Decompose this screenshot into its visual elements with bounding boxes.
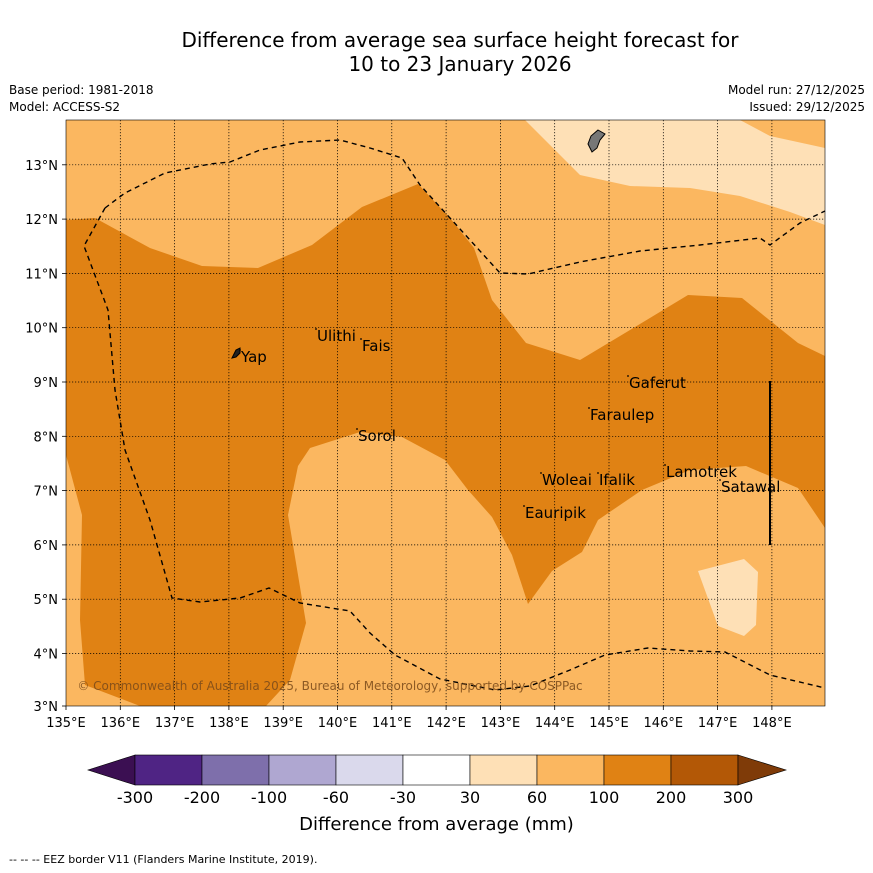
lon-label: 147°E xyxy=(698,716,738,731)
lon-label: 141°E xyxy=(372,716,412,731)
colorbar-tick-label: 60 xyxy=(526,788,548,807)
place-marker xyxy=(588,407,590,409)
place-marker xyxy=(315,328,317,330)
colorbar-tick-label: -300 xyxy=(116,788,154,807)
lon-label: 138°E xyxy=(209,716,249,731)
place-marker xyxy=(719,479,721,481)
place-ulithi: Ulithi xyxy=(317,327,356,345)
place-marker xyxy=(597,472,599,474)
lon-label: 136°E xyxy=(101,716,141,731)
lon-label: 140°E xyxy=(318,716,358,731)
eez-borders xyxy=(83,139,826,691)
place-labels: Yap Ulithi Fais Gaferut Faraulep Sorol Woleai I… xyxy=(239,327,780,522)
place-marker xyxy=(664,464,666,466)
place-eauripik: Eauripik xyxy=(525,504,586,522)
place-faraulep: Faraulep xyxy=(590,406,654,424)
colorbar-tick-label: 300 xyxy=(722,788,754,807)
lat-label: 4°N xyxy=(34,648,59,663)
colorbar-tick-label: -60 xyxy=(322,788,350,807)
colorbar-bin xyxy=(603,754,672,786)
contour-100-200-main xyxy=(66,184,825,706)
contour-fields xyxy=(66,120,825,706)
lat-label: 8°N xyxy=(34,430,59,445)
copyright-notice: © Commonwealth of Australia 2025, Bureau… xyxy=(77,679,582,693)
colorbar-bin xyxy=(268,754,337,786)
place-sorol: Sorol xyxy=(358,427,396,445)
lon-label: 137°E xyxy=(155,716,195,731)
place-ifalik: Ifalik xyxy=(599,471,635,489)
map-title: Difference from average sea surface heig… xyxy=(60,28,860,76)
lat-label: 6°N xyxy=(34,539,59,554)
contour-30-60-east xyxy=(698,559,758,636)
place-satawal: Satawal xyxy=(721,478,780,496)
latitude-labels: 13°N 12°N 11°N 10°N 9°N 8°N 7°N 6°N 5°N 4°N 3°N xyxy=(25,159,66,715)
colorbar-bin xyxy=(670,754,739,786)
place-marker xyxy=(540,472,542,474)
lat-label: 5°N xyxy=(34,593,59,608)
colorbar-tick-label: -30 xyxy=(389,788,417,807)
place-marker xyxy=(360,338,362,340)
plot-frame xyxy=(65,119,826,707)
eez-border-west xyxy=(83,207,826,691)
issued-date: Issued: 29/12/2025 xyxy=(749,100,865,114)
colorbar-tick-label: 100 xyxy=(588,788,620,807)
lon-label: 144°E xyxy=(535,716,575,731)
model-run: Model run: 27/12/2025 xyxy=(727,83,865,97)
colorbar-bin xyxy=(201,754,270,786)
colorbar-tick-label: -200 xyxy=(183,788,221,807)
colorbar xyxy=(87,754,788,786)
place-gaferut: Gaferut xyxy=(629,374,686,392)
lat-label: 7°N xyxy=(34,485,59,500)
place-marker xyxy=(523,505,525,507)
colorbar-tick-label: 200 xyxy=(655,788,687,807)
colorbar-tick-label: -100 xyxy=(250,788,288,807)
lat-label: 9°N xyxy=(34,376,59,391)
lat-label: 13°N xyxy=(25,159,58,174)
colorbar-extend-high xyxy=(737,754,788,786)
meta-left: Base period: 1981-2018 Model: ACCESS-S2 xyxy=(9,82,154,116)
contour-30-60-north xyxy=(525,120,825,225)
lon-label: 135°E xyxy=(46,716,86,731)
colorbar-tick-label: 30 xyxy=(459,788,481,807)
lon-label: 145°E xyxy=(589,716,629,731)
colorbar-bin xyxy=(134,754,203,786)
place-woleai: Woleai xyxy=(542,471,592,489)
colorbar-bin xyxy=(536,754,605,786)
colorbar-extend-low xyxy=(87,754,136,786)
title-line-1: Difference from average sea surface heig… xyxy=(181,28,739,52)
lat-label: 12°N xyxy=(25,213,58,228)
place-fais: Fais xyxy=(362,337,391,355)
lat-label: 10°N xyxy=(25,322,58,337)
eez-border-north xyxy=(104,139,826,275)
graticule xyxy=(66,120,825,706)
lat-label: 11°N xyxy=(25,267,58,282)
lon-label: 142°E xyxy=(426,716,466,731)
meta-right: Model run: 27/12/2025 Issued: 29/12/2025 xyxy=(728,82,865,116)
lon-label: 139°E xyxy=(263,716,303,731)
lon-label: 148°E xyxy=(752,716,792,731)
lon-label: 143°E xyxy=(481,716,521,731)
place-marker xyxy=(627,375,629,377)
colorbar-bin xyxy=(469,754,538,786)
place-marker xyxy=(239,349,241,351)
base-period: Base period: 1981-2018 xyxy=(9,83,154,97)
lon-label: 146°E xyxy=(644,716,684,731)
colorbar-title: Difference from average (mm) xyxy=(299,814,574,835)
title-line-2: 10 to 23 January 2026 xyxy=(348,52,572,76)
place-yap: Yap xyxy=(240,348,267,366)
place-marker xyxy=(356,428,358,430)
place-lamotrek: Lamotrek xyxy=(666,463,737,481)
colorbar-bin xyxy=(335,754,404,786)
lat-label: 3°N xyxy=(34,700,59,715)
guam-island xyxy=(587,129,606,153)
longitude-labels: 135°E 136°E 137°E 138°E 139°E 140°E 141°E 142°E… xyxy=(46,706,792,731)
model-name: Model: ACCESS-S2 xyxy=(9,100,121,114)
eez-note: -- -- -- EEZ border V11 (Flanders Marine… xyxy=(9,853,318,866)
colorbar-bin xyxy=(402,754,471,786)
